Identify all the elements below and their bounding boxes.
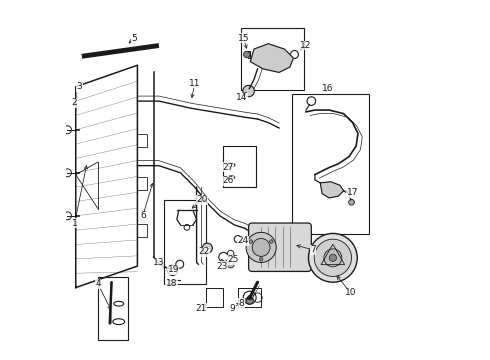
Text: 18: 18	[166, 279, 177, 288]
Text: 26: 26	[222, 176, 233, 185]
Text: 15: 15	[238, 34, 249, 43]
Text: 13: 13	[152, 258, 164, 267]
Text: 22: 22	[198, 247, 209, 256]
Circle shape	[246, 232, 276, 262]
Text: 11: 11	[189, 79, 200, 88]
Text: 4: 4	[95, 279, 101, 288]
Text: 12: 12	[299, 41, 311, 50]
Text: 14: 14	[236, 93, 247, 102]
Polygon shape	[248, 51, 250, 58]
Circle shape	[314, 239, 351, 276]
Text: 7: 7	[310, 246, 316, 255]
Text: 17: 17	[347, 188, 358, 197]
Polygon shape	[250, 44, 294, 72]
Text: 9: 9	[230, 303, 235, 312]
Circle shape	[252, 238, 270, 256]
Circle shape	[324, 249, 342, 267]
Circle shape	[329, 254, 337, 261]
Text: 6: 6	[140, 211, 146, 220]
Text: 24: 24	[238, 237, 249, 246]
Text: 8: 8	[239, 298, 245, 307]
Circle shape	[270, 240, 273, 243]
Circle shape	[309, 233, 357, 282]
Text: 25: 25	[228, 255, 239, 264]
Text: 3: 3	[76, 82, 82, 91]
Text: 23: 23	[216, 262, 227, 271]
Text: 27: 27	[222, 163, 233, 172]
Text: 10: 10	[345, 288, 357, 297]
Text: 20: 20	[196, 195, 208, 204]
Text: 1: 1	[72, 219, 77, 228]
Circle shape	[249, 240, 253, 243]
Circle shape	[244, 51, 250, 58]
Circle shape	[243, 85, 254, 97]
Circle shape	[259, 257, 263, 261]
Circle shape	[227, 261, 234, 268]
Circle shape	[247, 295, 252, 300]
Polygon shape	[320, 182, 343, 198]
Circle shape	[246, 297, 253, 305]
Text: 5: 5	[131, 34, 137, 43]
FancyBboxPatch shape	[248, 223, 311, 271]
Text: 19: 19	[168, 265, 179, 274]
Text: 2: 2	[72, 98, 77, 107]
Text: 16: 16	[322, 84, 333, 93]
Circle shape	[202, 243, 212, 253]
Circle shape	[349, 199, 354, 205]
Text: 21: 21	[196, 303, 207, 312]
